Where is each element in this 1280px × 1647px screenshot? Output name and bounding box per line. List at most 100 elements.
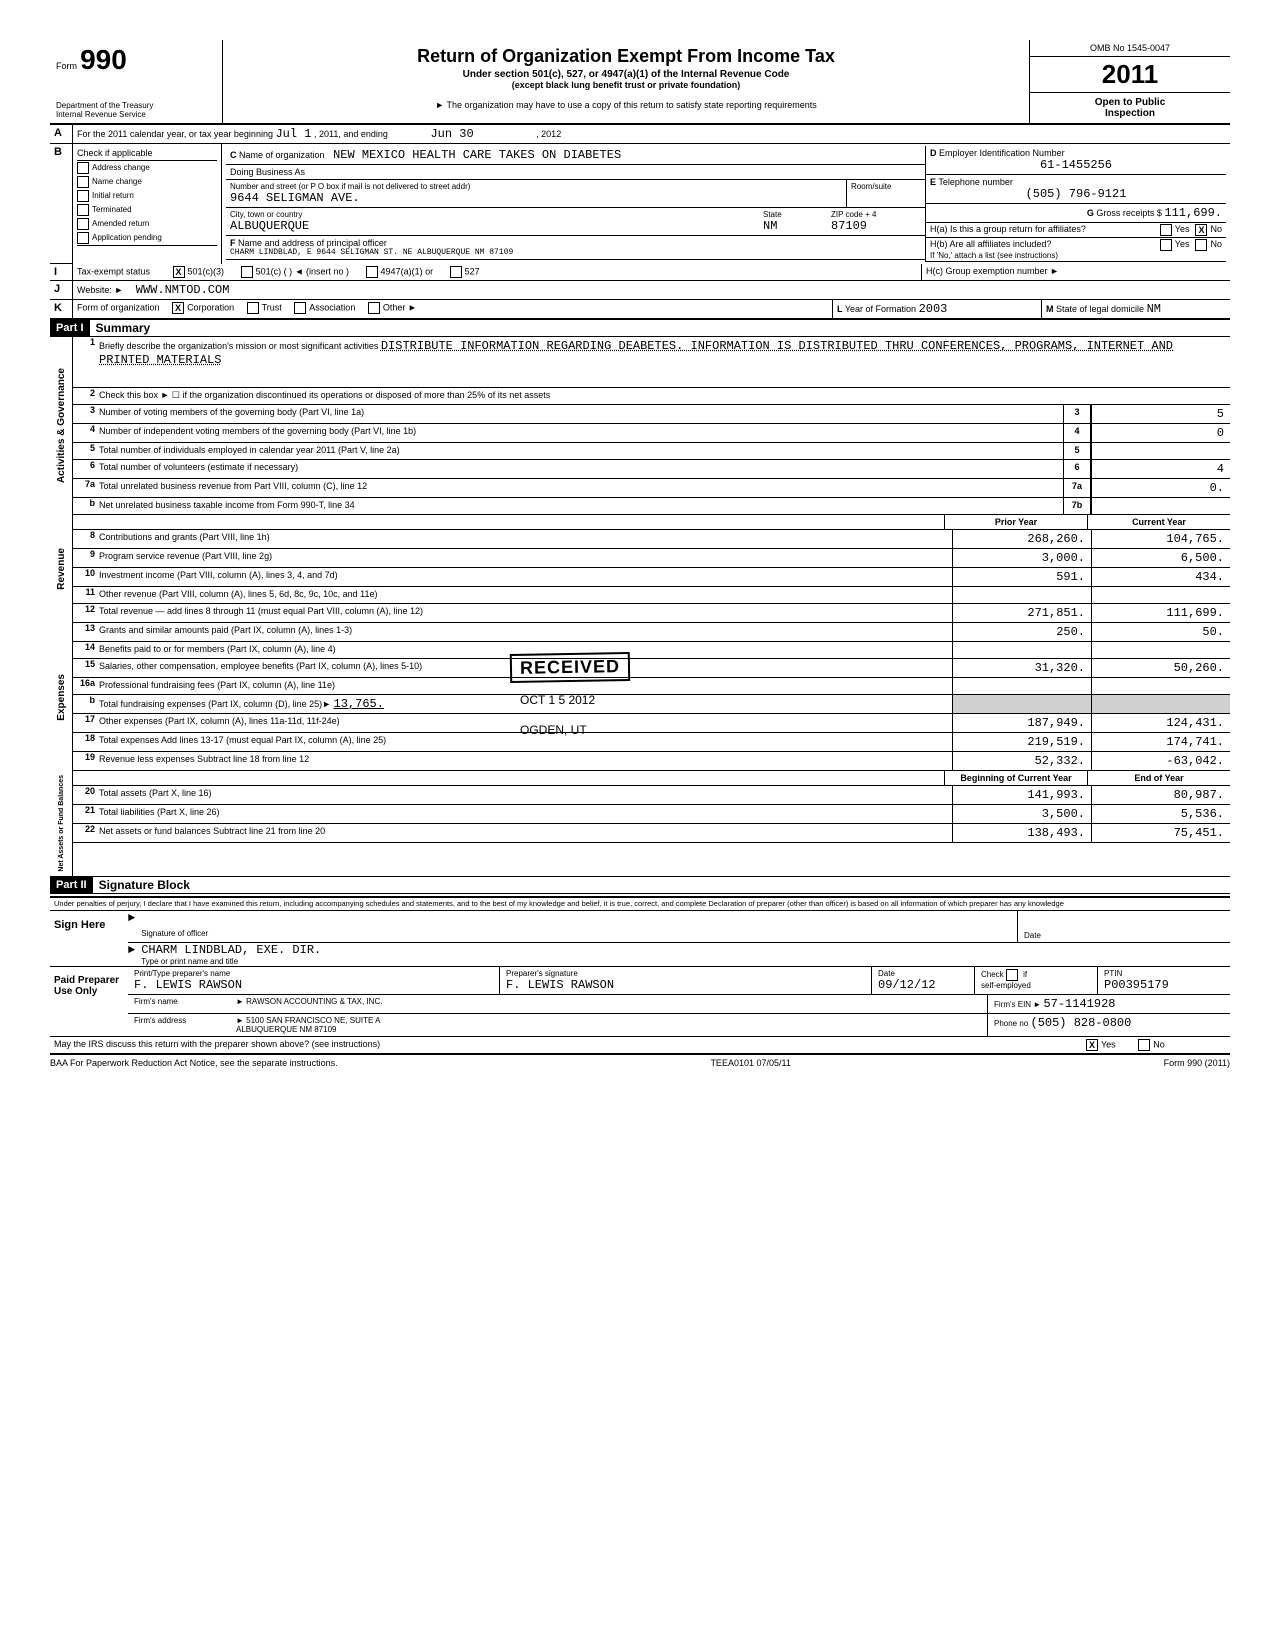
tax-year: 2011 — [1030, 57, 1230, 93]
na-0-desc: Total assets (Part X, line 16) — [99, 786, 952, 804]
na-0-prior: 141,993. — [952, 786, 1091, 804]
i-text: Tax-exempt status — [77, 266, 150, 276]
ha-yes-box[interactable] — [1160, 224, 1172, 236]
k-trust-box[interactable] — [247, 302, 259, 314]
g7b-num: b — [73, 498, 99, 514]
prep-sig: F. LEWIS RAWSON — [506, 978, 865, 992]
i-501c-box[interactable] — [241, 266, 253, 278]
discuss-no: No — [1153, 1039, 1165, 1049]
g6-num: 6 — [73, 460, 99, 478]
rev-0-prior: 268,260. — [952, 530, 1091, 548]
g5-cell: 5 — [1063, 443, 1091, 459]
rev-4-num: 12 — [73, 604, 99, 622]
firm-ein-label: Firm's EIN ► — [994, 1000, 1041, 1009]
rev-0-current: 104,765. — [1091, 530, 1230, 548]
check-name-change[interactable] — [77, 176, 89, 188]
received-stamp: RECEIVED — [510, 652, 631, 683]
eb-desc: Total fundraising expenses (Part IX, col… — [99, 699, 331, 709]
ha-no-box[interactable]: X — [1195, 224, 1207, 236]
check-address-change[interactable] — [77, 162, 89, 174]
ha-no: No — [1210, 224, 1222, 236]
prep-name: F. LEWIS RAWSON — [134, 978, 493, 992]
exp2-0-current: 124,431. — [1091, 714, 1230, 732]
zip-label: ZIP code + 4 — [831, 210, 921, 219]
hb-yes-box[interactable] — [1160, 239, 1172, 251]
exp2-2-current: -63,042. — [1091, 752, 1230, 770]
discuss-no-box[interactable] — [1138, 1039, 1150, 1051]
gross-receipts: 111,699. — [1164, 206, 1222, 220]
discuss-yes-box[interactable]: X — [1086, 1039, 1098, 1051]
na-2-desc: Net assets or fund balances Subtract lin… — [99, 824, 952, 842]
check-amended[interactable] — [77, 218, 89, 230]
exp-0-desc: Grants and similar amounts paid (Part IX… — [99, 623, 952, 641]
eb-shade2 — [1091, 695, 1230, 713]
state: NM — [763, 219, 823, 233]
i-501c: 501(c) ( — [256, 266, 287, 276]
g7a-desc: Total unrelated business revenue from Pa… — [99, 479, 1063, 497]
exp-0-num: 13 — [73, 623, 99, 641]
rev-3-current — [1091, 587, 1230, 603]
check-app-pending[interactable] — [77, 232, 89, 244]
hb-text: H(b) Are all affiliates included? — [930, 239, 1160, 251]
date-label: Date — [1024, 931, 1041, 940]
k-corp-box[interactable]: X — [172, 302, 184, 314]
m-value: NM — [1147, 302, 1161, 316]
na-1-current: 5,536. — [1091, 805, 1230, 823]
i-501c3-box[interactable]: X — [173, 266, 185, 278]
self-employed-box[interactable] — [1006, 969, 1018, 981]
arrow-icon: ► — [128, 911, 141, 942]
na-0-current: 80,987. — [1091, 786, 1230, 804]
g-text: Gross receipts $ — [1096, 208, 1162, 218]
k-assoc-box[interactable] — [294, 302, 306, 314]
na-2-prior: 138,493. — [952, 824, 1091, 842]
exp-2-current: 50,260. — [1091, 659, 1230, 677]
open-public-1: Open to Public — [1034, 97, 1226, 108]
check-initial-return[interactable] — [77, 190, 89, 202]
col2-current: End of Year — [1087, 771, 1230, 785]
d-text: Employer Identification Number — [939, 148, 1065, 158]
exp2-2-prior: 52,332. — [952, 752, 1091, 770]
check-if-applicable: Check if applicable — [77, 146, 217, 161]
lbl-amended: Amended return — [92, 219, 149, 228]
officer-name: CHARM LINDBLAD, EXE. DIR. — [141, 943, 1230, 957]
part1-title: Summary — [90, 321, 151, 335]
check-terminated[interactable] — [77, 204, 89, 216]
exp2-2-num: 19 — [73, 752, 99, 770]
row-a-text1: For the 2011 calendar year, or tax year … — [77, 129, 273, 139]
na-0-num: 20 — [73, 786, 99, 804]
form-title: Return of Organization Exempt From Incom… — [233, 46, 1019, 67]
eb-val: 13,765. — [334, 697, 384, 711]
i-527: 527 — [465, 266, 480, 276]
dept-irs: Internal Revenue Service — [56, 111, 216, 120]
side-netassets: Net Assets or Fund Balances — [56, 771, 67, 876]
g5-desc: Total number of individuals employed in … — [99, 443, 1063, 459]
footer-baa: BAA For Paperwork Reduction Act Notice, … — [50, 1058, 338, 1068]
g7a-num: 7a — [73, 479, 99, 497]
side-governance: Activities & Governance — [54, 364, 69, 487]
i-527-box[interactable] — [450, 266, 462, 278]
paid-preparer-side: Paid Preparer Use Only — [50, 967, 128, 1036]
k-other-box[interactable] — [368, 302, 380, 314]
g7b-cell: 7b — [1063, 498, 1091, 514]
g4-desc: Number of independent voting members of … — [99, 424, 1063, 442]
exp2-1-prior: 219,519. — [952, 733, 1091, 751]
label-e: E — [930, 177, 936, 187]
g6-cell: 6 — [1063, 460, 1091, 478]
hb-yes: Yes — [1175, 239, 1190, 251]
street: 9644 SELIGMAN AVE. — [230, 191, 842, 205]
exp2-1-num: 18 — [73, 733, 99, 751]
ha-yes: Yes — [1175, 224, 1190, 236]
i-4947-box[interactable] — [366, 266, 378, 278]
g3-desc: Number of voting members of the governin… — [99, 405, 1063, 423]
side-revenue: Revenue — [54, 544, 69, 594]
hb-no-box[interactable] — [1195, 239, 1207, 251]
l-value: 2003 — [919, 302, 948, 316]
ptin: P00395179 — [1104, 978, 1224, 992]
label-d: D — [930, 148, 937, 158]
g7b-val — [1091, 498, 1230, 514]
g1-num: 1 — [73, 337, 99, 387]
prep-name-label: Print/Type preparer's name — [134, 969, 230, 978]
phone: (505) 796-9121 — [930, 187, 1222, 201]
org-name: NEW MEXICO HEALTH CARE TAKES ON DIABETES — [333, 148, 621, 162]
m-text: State of legal domicile — [1056, 304, 1144, 314]
